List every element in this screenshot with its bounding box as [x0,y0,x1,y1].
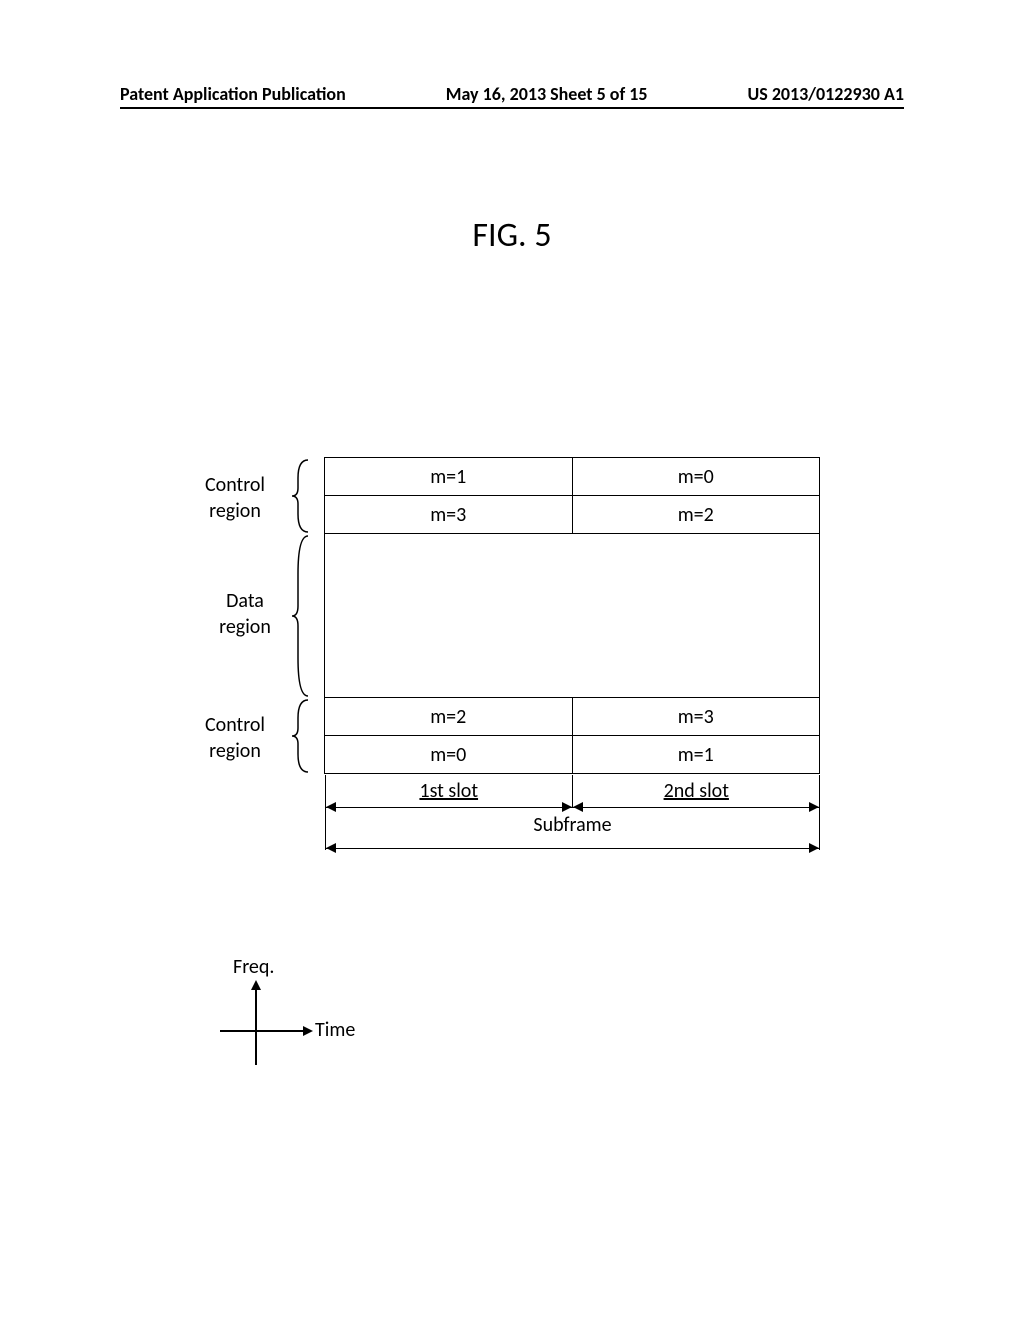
x-axis [220,1030,305,1032]
grid: m=1 m=0 m=3 m=2 m=2 m=3 m=0 m=1 [325,458,820,774]
figure-title: FIG. 5 [0,215,1024,256]
axes: Freq. Time [205,960,365,1080]
label-data: Dataregion [195,588,295,640]
y-axis-arrow [251,980,261,990]
header-left: Patent Application Publication [120,83,346,105]
subframe-arrow-l [326,843,336,853]
slot1-arrow-r [562,802,572,812]
grid-row: m=2 m=3 [325,698,820,736]
y-axis [255,985,257,1065]
grid-cell: m=3 [324,495,573,534]
grid-row: m=1 m=0 [325,458,820,496]
subframe-arrow-r [809,843,819,853]
subframe-label: Subframe [325,813,820,837]
header-center: May 16, 2013 Sheet 5 of 15 [446,83,648,105]
label-control-bottom: Controlregion [185,712,285,764]
grid-cell: m=2 [324,697,573,736]
slot-label-1: 1st slot [325,775,573,803]
grid-row: m=3 m=2 [325,496,820,534]
header-right: US 2013/0122930 A1 [747,83,904,105]
slot2-arrow [573,807,819,808]
grid-cell: m=1 [572,735,821,774]
grid-cell: m=1 [324,457,573,496]
brace-bottom [290,698,310,774]
subframe-arrow [326,848,819,849]
axis-label-y: Freq. [233,955,274,979]
axis-label-x: Time [315,1018,355,1042]
grid-cell: m=3 [572,697,821,736]
grid-cell: m=0 [572,457,821,496]
grid-cell: m=2 [572,495,821,534]
slot-label-2: 2nd slot [573,775,821,803]
brace-top [290,458,310,534]
data-region-cell [324,533,820,698]
x-axis-arrow [303,1026,313,1036]
slot1-arrow [326,807,572,808]
header-rule [120,107,904,109]
slot2-arrow-l [573,802,583,812]
slot2-arrow-r [809,802,819,812]
brace-middle [290,534,310,698]
slot1-arrow-l [326,802,336,812]
label-control-top: Controlregion [185,472,285,524]
grid-row: m=0 m=1 [325,736,820,774]
grid-cell: m=0 [324,735,573,774]
